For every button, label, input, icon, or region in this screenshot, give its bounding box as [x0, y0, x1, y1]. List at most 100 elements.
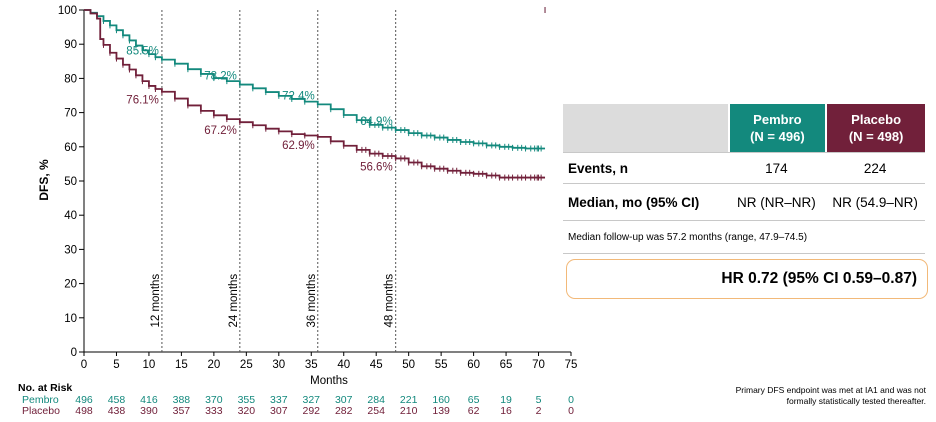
table-row-followup: Median follow-up was 57.2 months (range,… — [563, 221, 925, 254]
header-pembro: Pembro (N = 496) — [727, 104, 826, 152]
risk-row-label-placebo: Placebo — [22, 405, 60, 417]
curve-pembro — [84, 9, 546, 150]
risk-value-pembro: 458 — [108, 394, 126, 406]
x-tick-label: 45 — [370, 359, 383, 371]
risk-value-pembro: 160 — [432, 394, 450, 406]
x-tick-label: 25 — [240, 359, 253, 371]
header-placebo-n: (N = 498) — [848, 129, 904, 144]
landmark-value-placebo: 67.2% — [204, 125, 237, 137]
risk-value-pembro: 307 — [335, 394, 353, 406]
x-tick-label: 55 — [435, 359, 448, 371]
y-tick-label: 20 — [64, 279, 77, 291]
endpoint-footnote: Primary DFS endpoint was met at IA1 and … — [640, 385, 926, 407]
landmark-label: 12 months — [150, 274, 162, 328]
landmark-label: 36 months — [306, 274, 318, 328]
survival-curves — [84, 7, 546, 181]
risk-value-placebo: 390 — [140, 405, 158, 417]
table-row-events: Events, n 174 224 — [563, 152, 925, 184]
y-tick-label: 70 — [64, 108, 77, 120]
y-tick-label: 30 — [64, 244, 77, 256]
y-tick-label: 0 — [71, 347, 77, 359]
risk-value-placebo: 16 — [500, 405, 512, 417]
y-tick-label: 50 — [64, 176, 77, 188]
risk-value-placebo: 2 — [536, 405, 542, 417]
risk-table-title: No. at Risk — [18, 382, 72, 394]
x-tick-label: 70 — [532, 359, 545, 371]
risk-value-pembro: 496 — [75, 394, 93, 406]
x-tick-label: 5 — [113, 359, 119, 371]
landmark-value-pembro: 78.2% — [204, 71, 237, 83]
table-header-row: Pembro (N = 496) Placebo (N = 498) — [563, 104, 925, 152]
hazard-ratio-box: HR 0.72 (95% CI 0.59–0.87) — [566, 259, 928, 299]
risk-value-placebo: 282 — [335, 405, 353, 417]
results-table: Pembro (N = 496) Placebo (N = 498) Event… — [563, 104, 925, 254]
table-row-median: Median, mo (95% CI) NR (NR–NR) NR (54.9–… — [563, 184, 925, 221]
y-tick-label: 60 — [64, 142, 77, 154]
y-tick-label: 90 — [64, 39, 77, 51]
median-pembro: NR (NR–NR) — [727, 184, 826, 221]
header-placebo: Placebo (N = 498) — [825, 104, 925, 152]
x-tick-label: 30 — [272, 359, 285, 371]
risk-value-pembro: 388 — [173, 394, 191, 406]
risk-value-placebo: 0 — [568, 405, 574, 417]
y-tick-label: 80 — [64, 73, 77, 85]
risk-value-placebo: 357 — [173, 405, 191, 417]
header-pembro-name: Pembro — [753, 112, 802, 127]
x-tick-label: 0 — [81, 359, 87, 371]
landmark-value-pembro: 72.4% — [282, 90, 315, 102]
x-tick-label: 65 — [500, 359, 513, 371]
followup-note: Median follow-up was 57.2 months (range,… — [563, 221, 925, 254]
x-tick-label: 35 — [305, 359, 318, 371]
risk-value-pembro: 65 — [468, 394, 480, 406]
y-axis-title: DFS, % — [37, 159, 51, 201]
median-placebo: NR (54.9–NR) — [825, 184, 925, 221]
x-tick-label: 15 — [175, 359, 188, 371]
risk-value-pembro: 284 — [367, 394, 385, 406]
landmark-label: 24 months — [228, 274, 240, 328]
x-tick-label: 10 — [143, 359, 156, 371]
x-tick-label: 40 — [337, 359, 350, 371]
header-blank-cell — [563, 104, 728, 152]
landmark-value-pembro: 85.5% — [126, 46, 159, 58]
landmark-value-placebo: 76.1% — [126, 95, 159, 107]
risk-value-placebo: 254 — [367, 405, 385, 417]
header-placebo-name: Placebo — [851, 112, 902, 127]
risk-value-placebo: 62 — [468, 405, 480, 417]
risk-value-placebo: 139 — [432, 405, 450, 417]
risk-value-pembro: 19 — [500, 394, 512, 406]
risk-value-placebo: 210 — [400, 405, 418, 417]
risk-value-placebo: 498 — [75, 405, 93, 417]
x-axis-title: Months — [310, 375, 348, 387]
events-label: Events, n — [563, 152, 728, 184]
risk-value-placebo: 292 — [303, 405, 321, 417]
x-tick-label: 75 — [565, 359, 578, 371]
chart-axes: 0 10 20 30 40 50 60 70 80 90 100 0 5 10 15 20 25 30 35 40 45… — [58, 5, 578, 371]
x-tick-label: 20 — [207, 359, 220, 371]
y-tick-label: 100 — [58, 5, 77, 17]
landmark-label: 48 months — [384, 274, 396, 328]
header-pembro-n: (N = 496) — [750, 129, 805, 144]
risk-value-placebo: 307 — [270, 405, 288, 417]
risk-value-pembro: 221 — [400, 394, 418, 406]
hazard-ratio-text: HR 0.72 (95% CI 0.59–0.87) — [721, 270, 917, 287]
x-tick-label: 50 — [402, 359, 415, 371]
y-tick-label: 10 — [64, 313, 77, 325]
y-tick-label: 40 — [64, 210, 77, 222]
risk-value-pembro: 370 — [205, 394, 223, 406]
number-at-risk-table: No. at Risk Pembro Placebo 496 458 416 388 3… — [18, 382, 574, 417]
landmark-percent-labels: 85.5% 78.2% 72.4% 64.9% 76.1% 67.2% 62.9% 56.6% — [126, 46, 392, 174]
endpoint-footnote-line2: formally statistically tested thereafter… — [786, 396, 926, 406]
x-tick-label: 60 — [467, 359, 480, 371]
risk-value-pembro: 0 — [568, 394, 574, 406]
events-placebo: 224 — [825, 152, 925, 184]
landmark-value-placebo: 56.6% — [360, 161, 393, 173]
risk-row-label-pembro: Pembro — [22, 394, 59, 406]
risk-value-placebo: 320 — [238, 405, 256, 417]
endpoint-footnote-line1: Primary DFS endpoint was met at IA1 and … — [735, 385, 926, 395]
landmark-value-placebo: 62.9% — [282, 140, 315, 152]
risk-value-pembro: 337 — [270, 394, 288, 406]
risk-value-placebo: 438 — [108, 405, 126, 417]
risk-value-pembro: 416 — [140, 394, 158, 406]
risk-value-placebo: 333 — [205, 405, 223, 417]
events-pembro: 174 — [727, 152, 826, 184]
